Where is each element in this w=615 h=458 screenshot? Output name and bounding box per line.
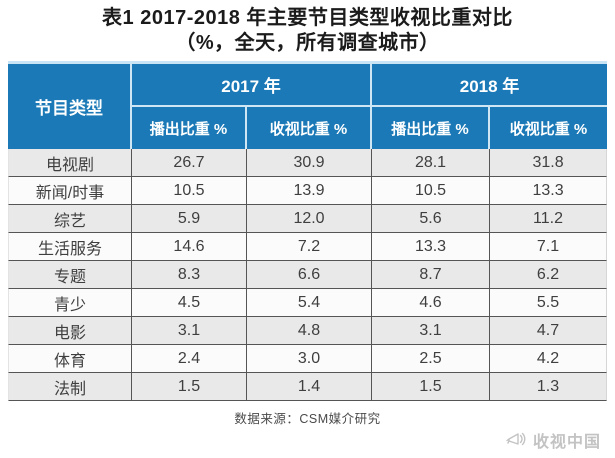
table-cell: 1.4 (247, 373, 373, 401)
data-source-note: 数据来源：CSM媒介研究 (234, 412, 381, 426)
table-cell: 3.1 (132, 317, 247, 345)
table-cell: 5.6 (372, 205, 491, 233)
watermark-text: 收视中国 (532, 434, 601, 451)
table-row: 法制 1.5 1.4 1.5 1.3 (8, 373, 608, 401)
row-label: 新闻/时事 (8, 177, 132, 205)
table-cell: 13.3 (490, 177, 608, 205)
program-ratings-table: 节目类型 2017 年 2018 年 播出比重 % 收视比重 % 播出比重 % … (8, 61, 608, 401)
table-cell: 10.5 (372, 177, 491, 205)
table-cell: 31.8 (490, 149, 608, 177)
table-header: 节目类型 2017 年 2018 年 播出比重 % 收视比重 % 播出比重 % … (8, 61, 608, 149)
row-label: 生活服务 (8, 233, 132, 261)
table-row: 生活服务 14.6 7.2 13.3 7.1 (8, 233, 608, 261)
table-row: 体育 2.4 3.0 2.5 4.2 (8, 345, 608, 373)
table-cell: 4.2 (490, 345, 608, 373)
table-cell: 28.1 (372, 149, 491, 177)
table-cell: 6.2 (490, 261, 608, 289)
table-cell: 30.9 (247, 149, 373, 177)
table-cell: 5.4 (247, 289, 373, 317)
table-row: 综艺 5.9 12.0 5.6 11.2 (8, 205, 608, 233)
figure-title-line2: （%，全天，所有调查城市） (175, 32, 440, 54)
table-row: 青少 4.5 5.4 4.6 5.5 (8, 289, 608, 317)
table-cell: 8.7 (372, 261, 491, 289)
column-group-2018: 2018 年 (372, 61, 608, 107)
table-cell: 2.4 (132, 345, 247, 373)
table-cell: 1.5 (372, 373, 491, 401)
column-header-2018-viewing-share: 收视比重 % (490, 107, 608, 149)
table-cell: 7.1 (490, 233, 608, 261)
table-row: 新闻/时事 10.5 13.9 10.5 13.3 (8, 177, 608, 205)
figure-title-block: 表1 2017-2018 年主要节目类型收视比重对比 （%，全天，所有调查城市） (0, 0, 615, 56)
watermark: 收视中国 (506, 428, 601, 452)
row-label: 体育 (8, 345, 132, 373)
row-label: 电视剧 (8, 149, 132, 177)
table-cell: 11.2 (490, 205, 608, 233)
table-cell: 4.5 (132, 289, 247, 317)
row-label: 电影 (8, 317, 132, 345)
table-row: 专题 8.3 6.6 8.7 6.2 (8, 261, 608, 289)
row-label: 青少 (8, 289, 132, 317)
table-cell: 13.9 (247, 177, 373, 205)
table-row: 电视剧 26.7 30.9 28.1 31.8 (8, 149, 608, 177)
table-cell: 13.3 (372, 233, 491, 261)
table-cell: 5.5 (490, 289, 608, 317)
table-cell: 3.1 (372, 317, 491, 345)
table-cell: 1.3 (490, 373, 608, 401)
row-label: 法制 (8, 373, 132, 401)
row-label: 综艺 (8, 205, 132, 233)
table-cell: 26.7 (132, 149, 247, 177)
column-header-2018-broadcast-share: 播出比重 % (372, 107, 491, 149)
table-cell: 2.5 (372, 345, 491, 373)
column-header-2017-viewing-share: 收视比重 % (247, 107, 373, 149)
table-cell: 4.6 (372, 289, 491, 317)
column-group-2017: 2017 年 (132, 61, 373, 107)
column-header-program-type: 节目类型 (8, 61, 132, 149)
table-cell: 4.8 (247, 317, 373, 345)
row-label: 专题 (8, 261, 132, 289)
table-row: 电影 3.1 4.8 3.1 4.7 (8, 317, 608, 345)
table-cell: 10.5 (132, 177, 247, 205)
table-cell: 3.0 (247, 345, 373, 373)
table-cell: 1.5 (132, 373, 247, 401)
figure-title-line1: 表1 2017-2018 年主要节目类型收视比重对比 (102, 7, 513, 29)
table-cell: 5.9 (132, 205, 247, 233)
column-header-2017-broadcast-share: 播出比重 % (132, 107, 247, 149)
table-cell: 8.3 (132, 261, 247, 289)
table-cell: 12.0 (247, 205, 373, 233)
table-cell: 6.6 (247, 261, 373, 289)
megaphone-icon (506, 432, 526, 446)
table-body: 电视剧 26.7 30.9 28.1 31.8 新闻/时事 10.5 13.9 … (8, 149, 608, 401)
table-cell: 4.7 (490, 317, 608, 345)
table-cell: 7.2 (247, 233, 373, 261)
table-cell: 14.6 (132, 233, 247, 261)
